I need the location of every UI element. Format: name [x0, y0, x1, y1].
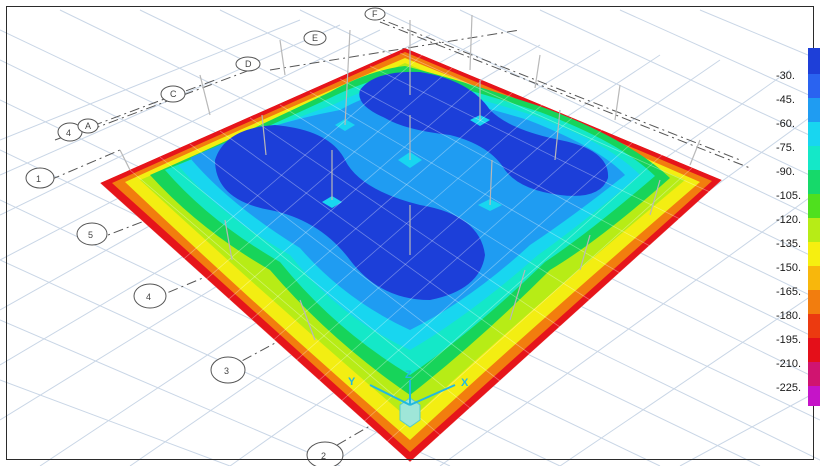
- legend-label-2: -60.: [776, 118, 795, 130]
- legend-swatch-5: [808, 170, 820, 194]
- legend-swatch-9: [808, 266, 820, 290]
- legend-label-12: -210.: [776, 358, 802, 370]
- legend-swatch-4: [808, 146, 820, 170]
- grid-bubble-4: 4: [146, 292, 151, 302]
- legend-label-7: -135.: [776, 238, 802, 250]
- grid-bubble-2: 2: [321, 451, 326, 461]
- legend-swatch-1: [808, 74, 820, 98]
- legend-swatch-10: [808, 290, 820, 314]
- legend-label-9: -165.: [776, 286, 802, 298]
- y-axis-arrow: [369, 384, 411, 406]
- grid-bubble-5: 5: [88, 230, 93, 240]
- legend-label-3: -75.: [776, 142, 795, 154]
- grid-bubble-3: 3: [224, 366, 229, 376]
- slab-mesh: [100, 52, 722, 462]
- x-axis-arrow: [409, 384, 456, 406]
- legend-swatch-14: [808, 386, 820, 406]
- grid-bubbles-left: [25, 122, 344, 466]
- grid-bubble-4a: 4: [66, 128, 71, 138]
- legend-swatch-11: [808, 314, 820, 338]
- grid-bubbles-top: [77, 7, 386, 134]
- legend-swatch-8: [808, 242, 820, 266]
- x-axis-label: X: [461, 377, 469, 389]
- legend-swatch-3: [808, 122, 820, 146]
- legend-label-0: -30.: [776, 70, 795, 82]
- grid-bubble-1: 1: [36, 174, 41, 184]
- grid-bubble-d: D: [245, 59, 252, 69]
- legend-label-1: -45.: [776, 94, 795, 106]
- legend-swatch-13: [808, 362, 820, 386]
- legend-swatch-2: [808, 98, 820, 122]
- legend-swatch-0: [808, 48, 820, 74]
- legend-label-13: -225.: [776, 382, 802, 394]
- columns: [119, 14, 701, 341]
- z-axis-label: Z: [405, 369, 412, 381]
- axis-triad: Z Y X: [348, 369, 469, 428]
- legend-label-11: -195.: [776, 334, 802, 346]
- legend-label-10: -180.: [776, 310, 802, 322]
- grid-bubble-e: E: [312, 33, 318, 43]
- legend-swatch-6: [808, 194, 820, 218]
- legend-swatch-7: [808, 218, 820, 242]
- contour-legend: -30. -45. -60. -75. -90. -105. -120. -13…: [770, 48, 820, 408]
- legend-label-6: -120.: [776, 214, 802, 226]
- grid-bubble-a: A: [85, 121, 91, 131]
- grid-bubble-c: C: [170, 89, 177, 99]
- y-axis-label: Y: [348, 376, 356, 388]
- grid-bubble-f: F: [372, 9, 378, 19]
- legend-label-8: -150.: [776, 262, 802, 274]
- legend-swatch-12: [808, 338, 820, 362]
- legend-label-5: -105.: [776, 190, 802, 202]
- viewport-frame: [6, 6, 814, 460]
- legend-label-4: -90.: [776, 166, 795, 178]
